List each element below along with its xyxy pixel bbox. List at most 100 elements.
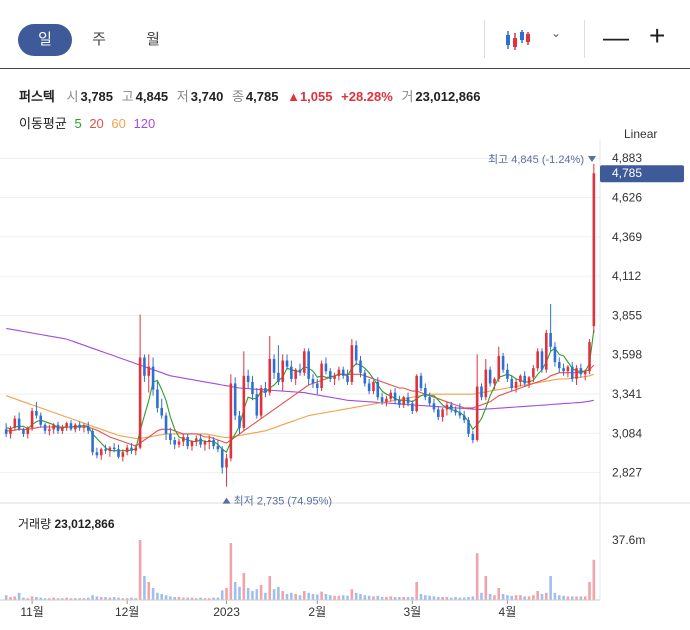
candle-body xyxy=(432,403,436,410)
min-price-marker: 최저 2,735 (74.95%) xyxy=(234,495,333,508)
volume-bar xyxy=(112,597,116,600)
candle-body xyxy=(69,423,73,430)
candle-body xyxy=(303,351,306,373)
volume-bar xyxy=(151,588,155,600)
volume-bar xyxy=(583,596,587,600)
chevron-down-icon: ⌄ xyxy=(551,26,562,40)
candle-body xyxy=(285,360,289,367)
tab-daily[interactable]: 일 xyxy=(18,24,72,56)
volume-bar xyxy=(220,590,224,600)
change-amount: 1,055 xyxy=(299,89,333,104)
volume-bar xyxy=(117,597,120,600)
volume-bar xyxy=(285,594,289,600)
candle-body xyxy=(393,392,397,401)
scale-mode-button[interactable]: Linear xyxy=(624,127,658,141)
volume-bar xyxy=(458,597,462,600)
candle-body xyxy=(156,389,159,408)
candle-body xyxy=(350,345,354,382)
candle-body xyxy=(583,371,587,375)
candle-body xyxy=(233,383,237,416)
volume-bar xyxy=(108,597,112,600)
candle-body xyxy=(367,383,371,392)
volume-bar xyxy=(346,595,349,600)
volume-bar xyxy=(553,592,557,600)
candle-body xyxy=(540,351,544,370)
ma-5: 5 xyxy=(74,116,82,131)
ma-20: 20 xyxy=(89,116,104,131)
candle-body xyxy=(467,420,470,434)
volume-bar xyxy=(147,582,151,600)
volume-bar xyxy=(497,588,501,600)
candle-body xyxy=(74,424,77,430)
volume-bar xyxy=(82,598,86,600)
chart-type-selector[interactable]: ⌄ xyxy=(484,20,581,58)
volume-bar xyxy=(419,594,423,600)
volume-bar xyxy=(182,597,185,600)
candle-body xyxy=(354,345,358,361)
ma-120: 120 xyxy=(133,116,156,131)
volume-bar xyxy=(30,596,34,600)
volume-bar xyxy=(588,582,591,600)
volume-bar xyxy=(225,588,228,600)
candle-body xyxy=(186,436,189,447)
price-chart[interactable]: 2,827 3,084 3,341 3,598 3,855 4,112 4,369 4,626… xyxy=(0,140,690,630)
candle-body xyxy=(229,383,233,459)
zoom-out-icon[interactable]: — xyxy=(603,22,629,52)
volume-bar xyxy=(268,576,272,600)
candle-body xyxy=(307,351,310,379)
volume-bar xyxy=(125,598,129,600)
candle-body xyxy=(104,449,107,451)
price-tick-label: 4,112 xyxy=(612,269,641,283)
volume-bar xyxy=(307,592,310,600)
volume-bar xyxy=(545,592,548,600)
zoom-in-icon[interactable]: + xyxy=(649,20,666,51)
volume-bar xyxy=(138,540,142,600)
tab-monthly[interactable]: 월 xyxy=(146,31,160,48)
candle-body xyxy=(333,375,336,379)
candle-body xyxy=(311,378,315,384)
volume-bar xyxy=(367,595,371,600)
volume-bar xyxy=(484,576,488,600)
ma-label: 이동평균 xyxy=(19,116,67,131)
candle-body xyxy=(17,418,21,430)
candle-body xyxy=(523,375,526,384)
volume-bar xyxy=(212,597,215,600)
candle-body xyxy=(566,366,570,372)
volume-bar xyxy=(488,594,492,600)
tab-weekly[interactable]: 주 xyxy=(92,31,106,48)
candle-body xyxy=(428,397,431,404)
volume-bar xyxy=(177,597,181,600)
volume-bar xyxy=(229,543,233,600)
candle-body xyxy=(346,375,349,382)
candle-body xyxy=(315,383,319,389)
volume-bar xyxy=(432,596,436,600)
volume-bar xyxy=(255,589,259,600)
volume-bar xyxy=(475,553,479,600)
period-tabs: 일 주 월 xyxy=(18,24,180,56)
candle-body xyxy=(190,441,194,447)
volume-bar xyxy=(259,585,263,600)
volume-bar xyxy=(549,576,552,600)
volume-bar xyxy=(272,589,276,600)
ma-60: 60 xyxy=(111,116,126,131)
volume-bar xyxy=(372,596,375,600)
volume-bar xyxy=(510,595,514,600)
chart-toolbar: 일 주 월 ⌄ — + xyxy=(0,0,690,69)
volume-bar xyxy=(74,598,77,600)
x-axis-label: 11월 xyxy=(20,605,44,619)
candle-body xyxy=(493,378,496,384)
volume-bar xyxy=(393,597,397,600)
volume-bar xyxy=(462,597,466,600)
candle-body xyxy=(216,446,220,450)
volume-bar xyxy=(22,597,25,600)
candle-body xyxy=(320,363,323,389)
candle-body xyxy=(242,375,246,428)
candle-body xyxy=(298,369,302,373)
volume-bar xyxy=(86,597,90,600)
candle-body xyxy=(488,369,492,384)
moving-average-legend[interactable]: 이동평균 5 20 60 120 xyxy=(19,113,159,132)
volume-bar xyxy=(562,595,565,600)
candle-body xyxy=(553,346,557,363)
candle-body xyxy=(39,415,43,425)
volume-bar xyxy=(39,597,43,600)
